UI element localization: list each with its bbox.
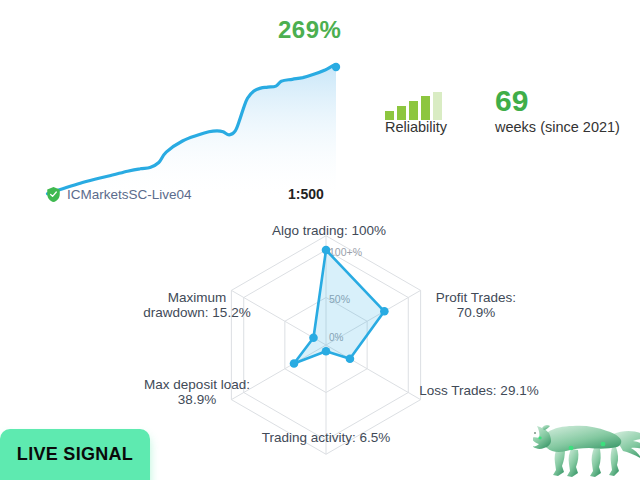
svg-text:100+%: 100+% [329,246,362,258]
